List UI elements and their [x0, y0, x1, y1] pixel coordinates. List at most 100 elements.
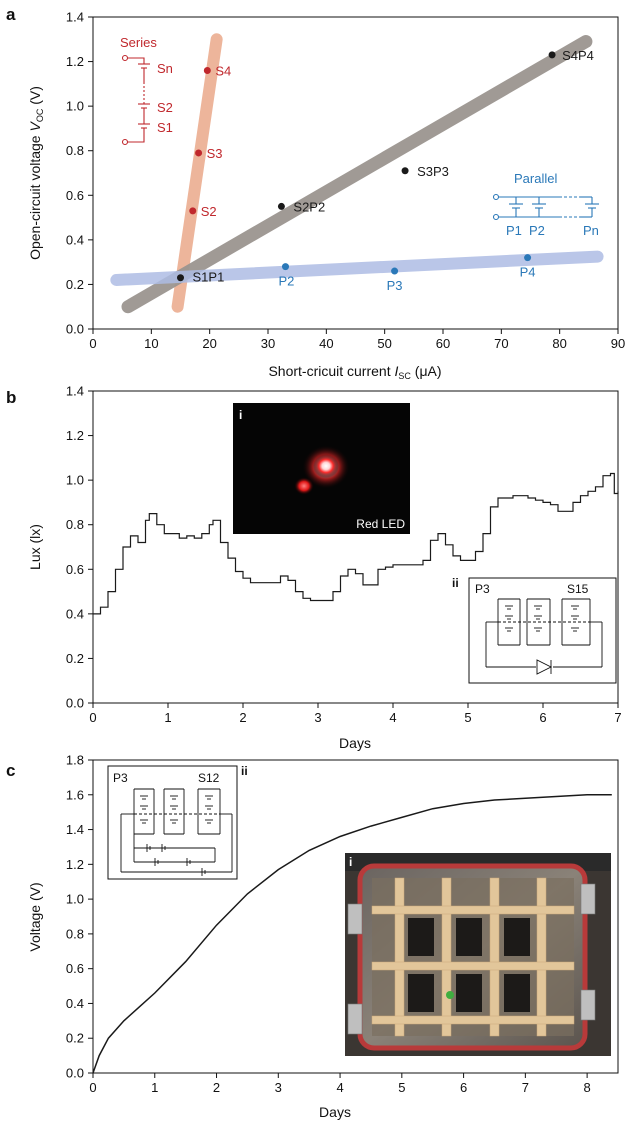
y-axis-label-a: Open-circuit voltage VOC (V) [27, 86, 45, 260]
x-tick-label: 70 [494, 336, 508, 351]
panel-label-c: c [6, 761, 15, 780]
x-tick-label: 40 [319, 336, 333, 351]
point-label-s4p4: S4P4 [562, 48, 594, 63]
y-tick-label: 1.0 [66, 99, 84, 114]
y-tick-label: 1.4 [66, 822, 84, 837]
photo-inset-tag-b: i [239, 408, 242, 422]
x-tick-label: 5 [464, 710, 471, 725]
red-led-photo-inset: i Red LED [233, 403, 410, 534]
circuit-inset-c: ii P3 S12 [107, 764, 248, 880]
y-tick-label: 1.2 [66, 428, 84, 443]
point-label-p4: P4 [520, 265, 536, 280]
x-tick-label: 0 [89, 336, 96, 351]
x-tick-label: 30 [261, 336, 275, 351]
photo-inset-caption-b: Red LED [356, 517, 405, 531]
x-tick-label: 1 [164, 710, 171, 725]
point-label-p3: P3 [387, 278, 403, 293]
circuit-inset-b: ii P3 S15 [452, 576, 617, 684]
trend-band-series [171, 33, 223, 313]
parallel-inset-label-p1: P1 [506, 223, 522, 238]
circuit-inset-right-label-b: S15 [567, 582, 589, 596]
x-tick-label: 2 [239, 710, 246, 725]
x-tick-label: 7 [614, 710, 621, 725]
series-inset-title: Series [120, 35, 157, 50]
y-tick-label: 0.2 [66, 277, 84, 292]
series-inset-label-s2: S2 [157, 100, 173, 115]
trend-band-parallel [110, 250, 604, 286]
y-axis-label-c: Voltage (V) [27, 882, 43, 951]
y-tick-label: 1.0 [66, 473, 84, 488]
y-tick-label: 1.4 [66, 10, 84, 25]
point-label-s1p1: S1P1 [193, 270, 225, 285]
x-tick-label: 0 [89, 1080, 96, 1095]
y-tick-label: 0.8 [66, 517, 84, 532]
x-axis-label-c: Days [319, 1104, 351, 1120]
y-tick-label: 0.0 [66, 1066, 84, 1081]
x-axis-label-b: Days [339, 735, 371, 751]
y-tick-label: 0.8 [66, 926, 84, 941]
x-tick-label: 3 [275, 1080, 282, 1095]
x-ticks-a: 0 10 20 30 40 50 60 70 80 90 [89, 329, 625, 351]
x-tick-label: 0 [89, 710, 96, 725]
parallel-inset-title: Parallel [514, 171, 557, 186]
photo-inset-tag-c: i [349, 855, 352, 869]
panel-b: b 0 1 2 3 4 5 6 7 0.0 0.2 0.4 0.6 0.8 1.0 1.2 1.4 Days… [6, 384, 622, 752]
point-label-s4: S4 [215, 63, 231, 78]
y-ticks-b: 0.0 0.2 0.4 0.6 0.8 1.0 1.2 1.4 [66, 384, 93, 711]
device-photo-inset: i [345, 853, 611, 1056]
point-label-s3: S3 [207, 146, 223, 161]
x-tick-label: 2 [213, 1080, 220, 1095]
plot-frame-a [92, 16, 619, 330]
y-tick-label: 0.0 [66, 696, 84, 711]
point-s4 [203, 66, 211, 74]
trend-band-all [121, 35, 593, 314]
x-tick-label: 10 [144, 336, 158, 351]
y-ticks-c: 0.0 0.2 0.4 0.6 0.8 1.0 1.2 1.4 1.6 1.8 [66, 753, 93, 1081]
y-tick-label: 0.0 [66, 322, 84, 337]
voltage-series-line [92, 794, 612, 1074]
y-tick-label: 0.4 [66, 996, 84, 1011]
x-tick-label: 6 [460, 1080, 467, 1095]
trend-bands [110, 33, 604, 314]
x-axis-label-a: Short-cricuit current ISC (μA) [268, 363, 441, 381]
point-s4p4 [548, 51, 556, 59]
panel-a: a 0 10 20 30 40 50 60 70 80 90 0.0 0.2 0.4 0.6 0.8 1.0… [6, 5, 625, 381]
y-tick-label: 0.4 [66, 232, 84, 247]
point-s1p1 [177, 274, 184, 282]
point-label-s3p3: S3P3 [417, 164, 449, 179]
x-tick-label: 80 [552, 336, 566, 351]
y-ticks-a: 0.0 0.2 0.4 0.6 0.8 1.0 1.2 1.4 [66, 10, 93, 337]
y-tick-label: 0.8 [66, 143, 84, 158]
y-tick-label: 1.2 [66, 857, 84, 872]
y-tick-label: 1.2 [66, 54, 84, 69]
point-s2p2 [277, 202, 285, 210]
point-label-s2: S2 [201, 204, 217, 219]
circuit-inset-tag-c: ii [241, 764, 248, 778]
x-tick-label: 7 [522, 1080, 529, 1095]
data-points-a: S2 S3 S4 S1P1 S2P2 S3P3 S4P4 P2 P3 P4 [177, 48, 594, 293]
point-label-p2: P2 [279, 274, 295, 289]
y-tick-label: 1.4 [66, 384, 84, 399]
series-circuit-inset: Series Sn S2 S1 [120, 35, 173, 146]
x-tick-label: 50 [377, 336, 391, 351]
circuit-inset-right-label-c: S12 [198, 771, 220, 785]
panel-label-a: a [6, 5, 16, 24]
x-tick-label: 6 [539, 710, 546, 725]
circuit-inset-left-label-b: P3 [475, 582, 490, 596]
lux-series-line [93, 472, 619, 615]
x-tick-label: 8 [584, 1080, 591, 1095]
parallel-circuit-inset: Parallel P1 P2 Pn [492, 171, 599, 238]
panel-label-b: b [6, 388, 16, 407]
series-inset-label-sn: Sn [157, 61, 173, 76]
x-tick-label: 60 [436, 336, 450, 351]
y-tick-label: 0.6 [66, 562, 84, 577]
point-label-s2p2: S2P2 [293, 199, 325, 214]
x-ticks-b: 0 1 2 3 4 5 6 7 [89, 703, 622, 725]
point-s3 [195, 149, 203, 157]
y-tick-label: 1.0 [66, 892, 84, 907]
x-ticks-c: 0 1 2 3 4 5 6 7 8 [89, 1073, 591, 1095]
x-tick-label: 3 [314, 710, 321, 725]
x-tick-label: 4 [389, 710, 396, 725]
circuit-inset-left-label-c: P3 [113, 771, 128, 785]
panel-c: c 0 1 2 3 4 5 6 7 8 0.0 0.2 0.4 0.6 0.8 1.0 1.2 1.4 1.6 1… [6, 753, 619, 1120]
